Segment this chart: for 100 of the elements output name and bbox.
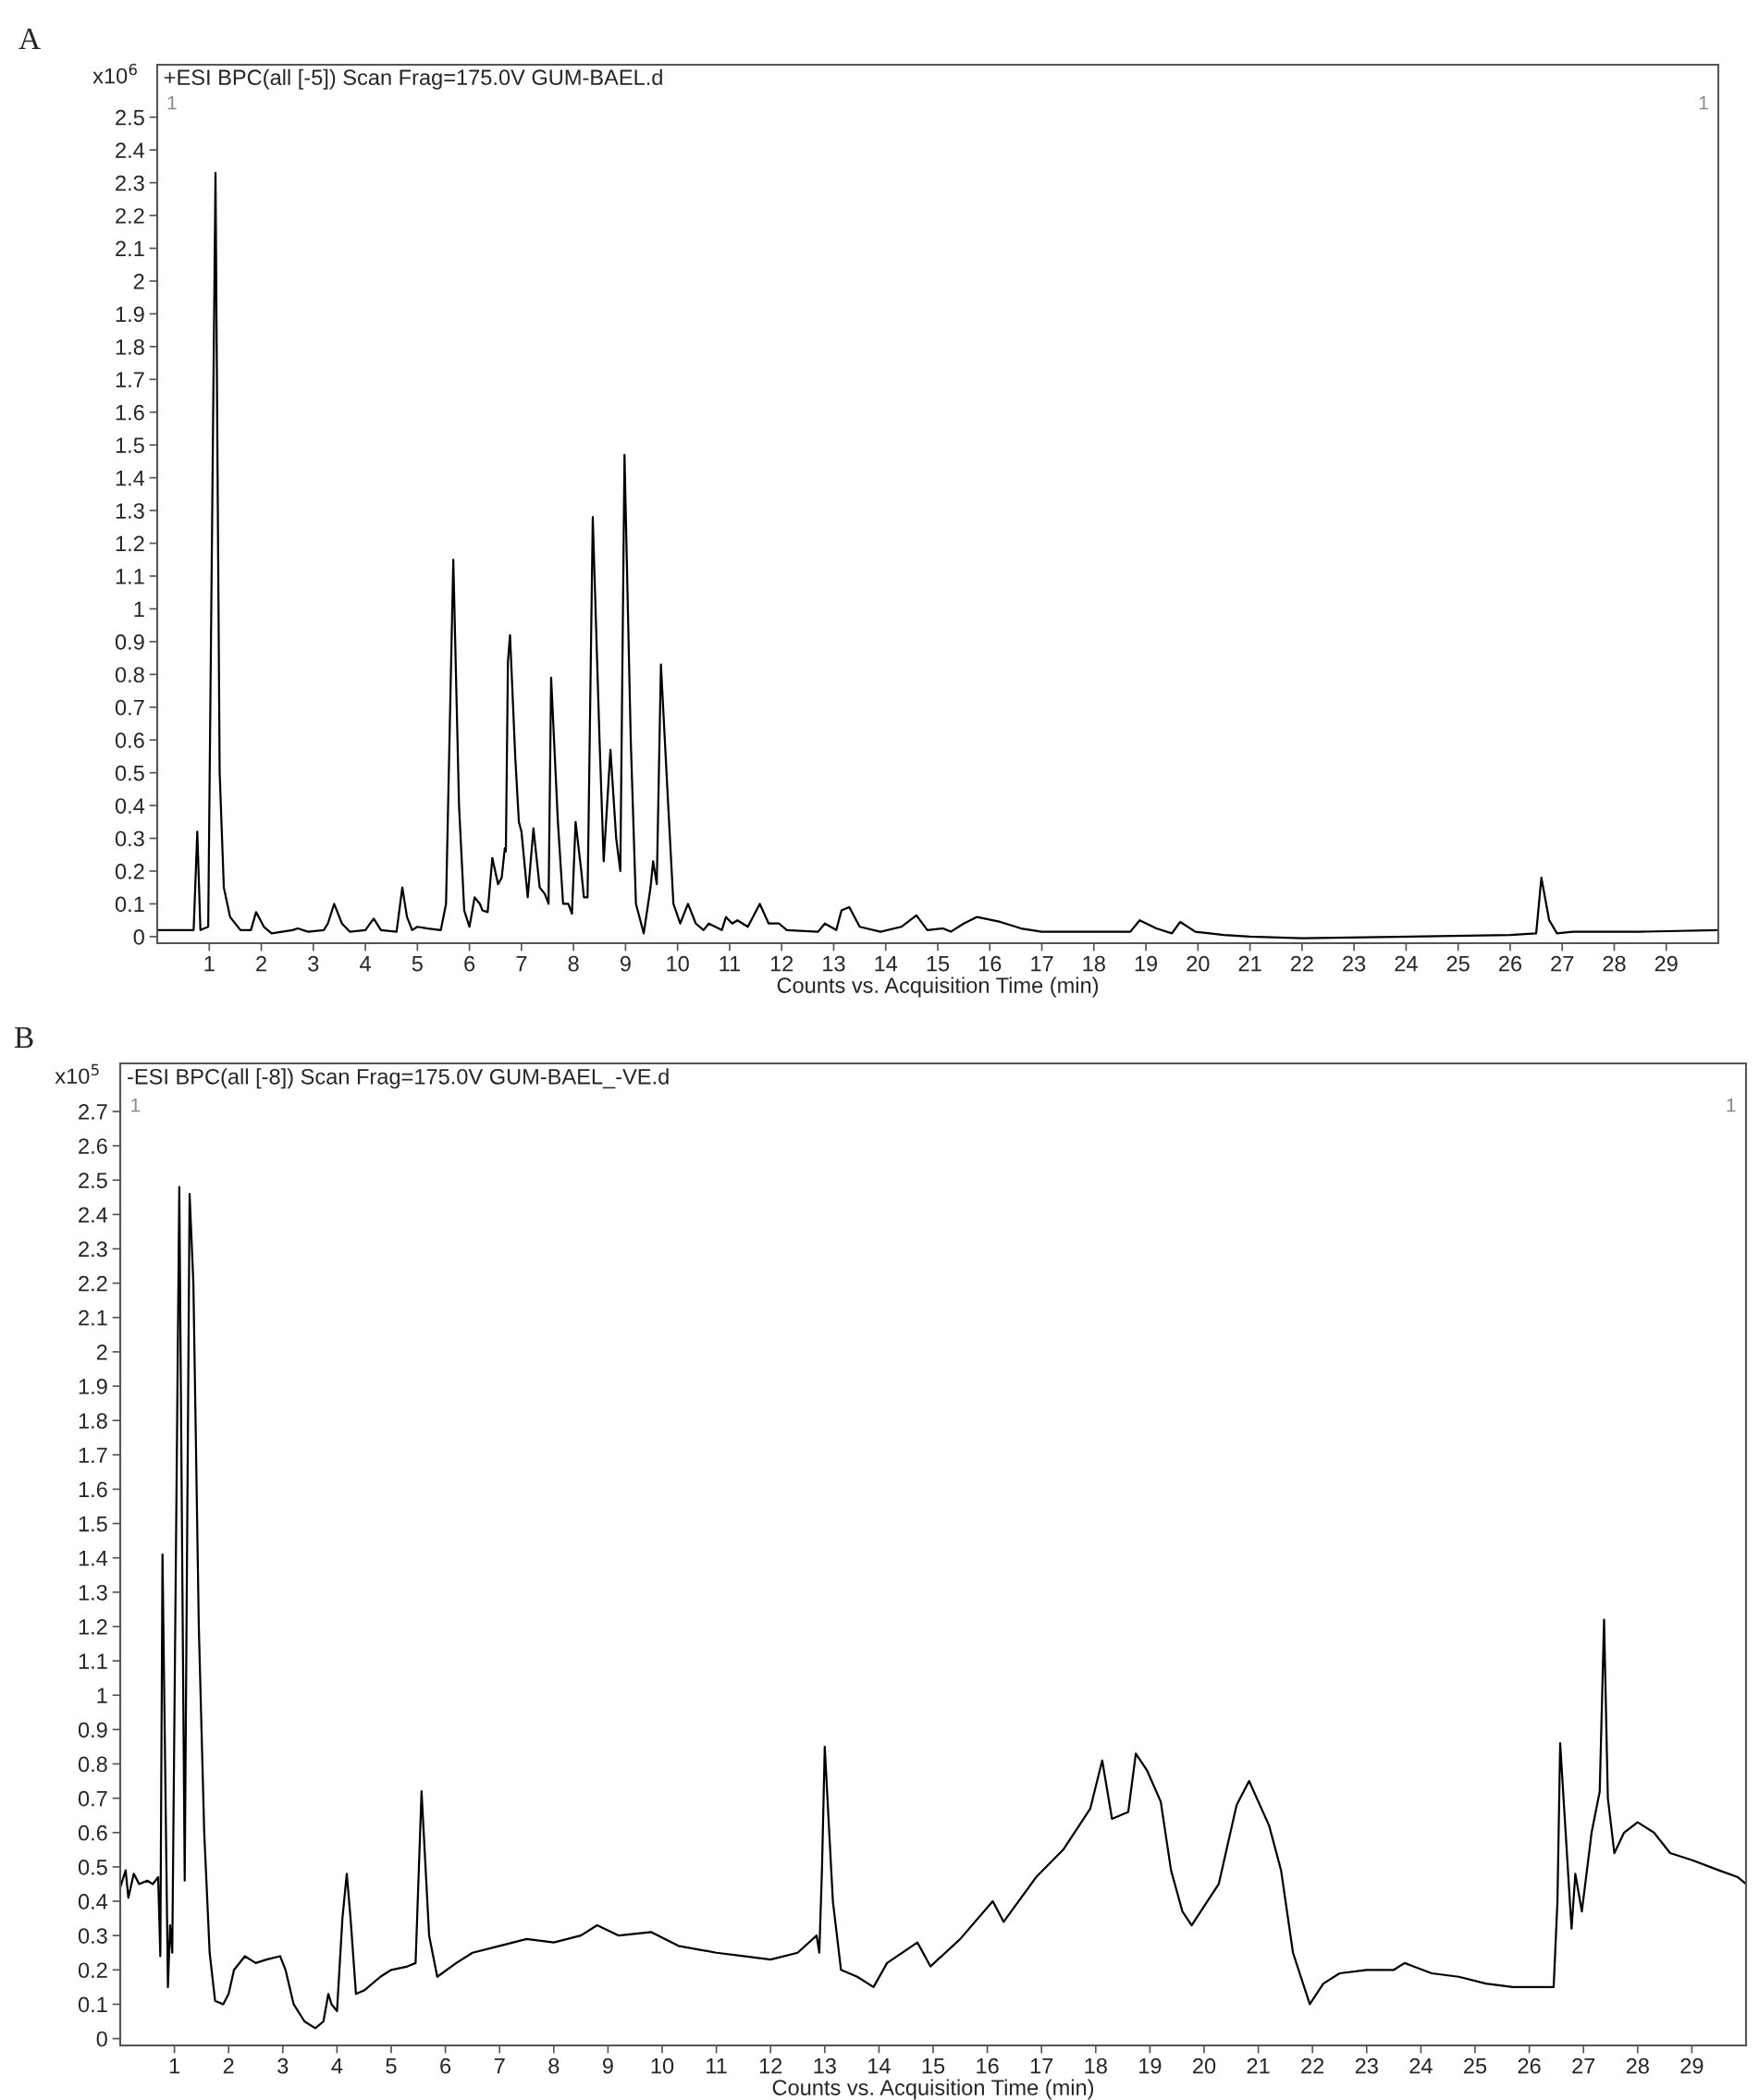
x-tick-label: 13 [823, 955, 845, 972]
x-tick-label: 21 [1238, 955, 1261, 972]
x-tick-label: 26 [1518, 2057, 1541, 2074]
chart-subtitle: -ESI BPC(all [-8]) Scan Frag=175.0V GUM-BAEL_-VE.d [128, 1068, 669, 1089]
y-tick-label: 0.4 [115, 798, 145, 814]
y-tick-label: 1.9 [79, 1379, 107, 1394]
x-tick-label: 20 [1187, 955, 1210, 972]
y-tick-label: 1.1 [116, 569, 144, 584]
y-tick-label: 1.5 [79, 1516, 107, 1532]
y-tick-label: 0.4 [78, 1894, 108, 1910]
x-tick-label: 13 [814, 2057, 836, 2074]
y-tick-label: 2.1 [79, 1309, 107, 1326]
x-tick-label: 8 [568, 955, 579, 972]
y-tick-label: 0.1 [115, 896, 144, 913]
x-tick-label: 16 [977, 2057, 999, 2074]
y-tick-label: 1.6 [79, 1481, 107, 1498]
x-tick-label: 19 [1135, 955, 1158, 972]
y-tick-label: 2.4 [79, 1207, 108, 1222]
chart-title: B [14, 1027, 33, 1048]
y-tick-label: 2.6 [79, 1138, 107, 1154]
x-tick-label: 24 [1395, 955, 1418, 972]
y-tick-label: 1.7 [116, 372, 144, 387]
x-tick-label: 6 [464, 955, 475, 972]
x-tick-label: 12 [770, 955, 793, 972]
y-tick-label: 1.2 [116, 535, 144, 552]
x-tick-label: 29 [1654, 955, 1678, 972]
y-tick-label: 1 [97, 1688, 107, 1703]
y-tick-label: 0.2 [78, 1962, 107, 1979]
y-tick-label: 1.2 [79, 1619, 107, 1635]
y-tick-label: 2 [133, 274, 144, 289]
y-tick-label: 0 [96, 2031, 107, 2047]
x-tick-label: 3 [308, 955, 319, 972]
x-tick-label: 12 [759, 2057, 782, 2074]
x-tick-label: 20 [1193, 2057, 1216, 2074]
x-tick-label: 1 [169, 2058, 180, 2074]
line-series [120, 1185, 1746, 2030]
x-tick-label: 9 [620, 955, 631, 972]
y-tick-label: 1.4 [116, 470, 145, 486]
y-tick-label: 1 [134, 601, 144, 617]
annotation: 1 [1727, 1098, 1736, 1112]
x-tick-label: 29 [1680, 2057, 1704, 2074]
x-tick-label: 4 [360, 956, 371, 972]
y-axis-title: x10$^{6}$ [92, 63, 137, 84]
x-tick-label: 27 [1551, 955, 1574, 972]
x-tick-label: 19 [1139, 2057, 1162, 2074]
y-tick-label: 0.6 [115, 732, 144, 749]
y-tick-label: 0.3 [115, 830, 144, 847]
y-tick-label: 2.1 [116, 240, 144, 257]
x-tick-label: 6 [440, 2057, 451, 2074]
y-tick-label: 2.3 [116, 175, 144, 191]
x-axis-title: Counts vs. Acquisition Time (min) [777, 976, 1099, 998]
y-tick-label: 0.1 [78, 1996, 107, 2013]
x-tick-label: 27 [1572, 2057, 1595, 2074]
x-tick-label: 23 [1343, 955, 1366, 972]
x-tick-label: 25 [1446, 955, 1470, 972]
y-tick-label: 0.5 [115, 765, 144, 781]
x-tick-label: 23 [1355, 2057, 1378, 2074]
y-tick-label: 1.6 [116, 404, 144, 421]
annotation: 1 [1699, 96, 1708, 110]
x-tick-label: 8 [548, 2057, 560, 2074]
x-tick-label: 28 [1603, 955, 1626, 972]
x-tick-label: 22 [1290, 955, 1313, 972]
y-tick-label: 0.5 [78, 1859, 107, 1875]
x-tick-label: 11 [707, 2058, 727, 2074]
x-tick-label: 2 [223, 2057, 234, 2074]
y-tick-label: 0.2 [115, 864, 144, 879]
y-tick-label: 2.5 [116, 109, 144, 126]
chart-title: A [18, 28, 41, 49]
annotation: 1 [167, 96, 177, 110]
y-tick-label: 2.4 [116, 142, 145, 158]
y-tick-label: 2.7 [79, 1104, 107, 1120]
y-tick-label: 1.8 [79, 1413, 107, 1429]
x-tick-label: 1 [204, 956, 215, 972]
x-tick-label: 17 [1031, 956, 1053, 972]
y-tick-label: 2.3 [79, 1241, 107, 1258]
x-axis-title: Counts vs. Acquisition Time (min) [772, 2079, 1094, 2100]
x-tick-label: 2 [256, 955, 266, 972]
y-tick-label: 0.8 [78, 1756, 107, 1773]
x-tick-label: 9 [602, 2057, 613, 2074]
y-tick-label: 1.5 [116, 437, 144, 453]
y-tick-label: 1.7 [79, 1447, 107, 1463]
x-tick-label: 3 [277, 2057, 289, 2074]
y-tick-label: 1.4 [79, 1551, 108, 1566]
x-tick-label: 18 [1085, 2057, 1107, 2074]
x-tick-label: 21 [1247, 2057, 1270, 2074]
x-tick-label: 10 [667, 955, 689, 972]
chart-subtitle: +ESI BPC(all [-5]) Scan Frag=175.0V GUM-BAEL.d [164, 68, 662, 90]
y-tick-label: 1.1 [79, 1653, 107, 1669]
x-tick-label: 14 [875, 956, 898, 972]
x-tick-label: 26 [1498, 955, 1522, 972]
x-tick-label: 15 [927, 956, 950, 972]
x-tick-label: 22 [1301, 2057, 1324, 2074]
y-tick-label: 0 [133, 928, 144, 945]
y-tick-label: 1.9 [116, 306, 144, 323]
x-tick-label: 15 [922, 2058, 945, 2074]
y-tick-label: 0.9 [115, 633, 144, 650]
y-tick-label: 0.7 [78, 1790, 107, 1807]
y-tick-label: 0.9 [78, 1722, 107, 1738]
x-tick-label: 7 [516, 956, 527, 972]
x-tick-label: 7 [494, 2058, 505, 2074]
